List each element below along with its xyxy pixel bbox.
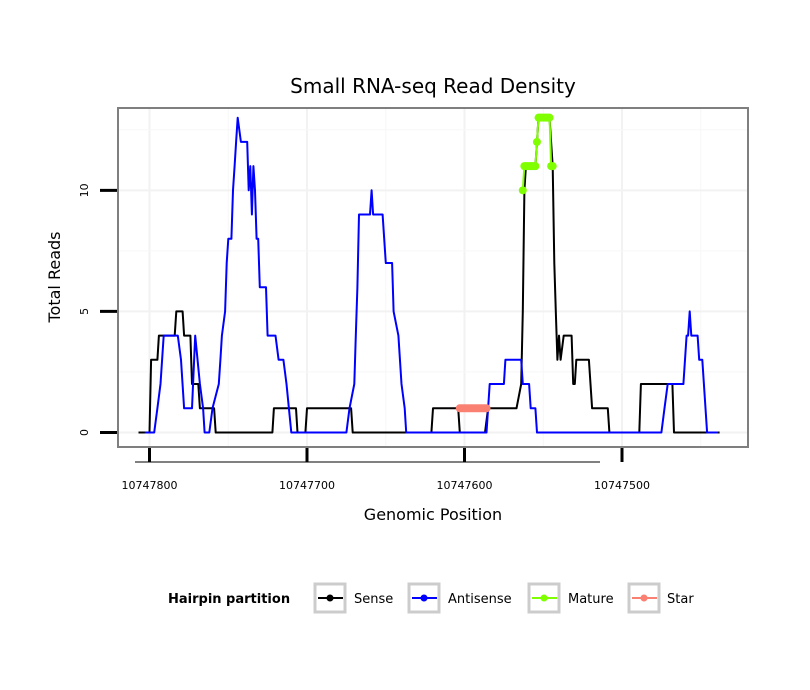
legend-key-marker	[640, 594, 648, 602]
series-segment-mature	[521, 166, 526, 191]
axes: 10747800 10747700 10747600 10747500 0 5 10	[78, 183, 650, 492]
legend-title: Hairpin partition	[168, 592, 290, 607]
data-point-mature	[531, 162, 540, 171]
series-line-antisense	[144, 116, 719, 434]
legend-label-antisense: Antisense	[448, 592, 512, 607]
y-tick-label: 5	[78, 308, 91, 315]
legend-key-marker	[326, 594, 334, 602]
plot-panel	[117, 107, 749, 448]
legend-label-sense: Sense	[354, 592, 393, 607]
data-point-mature	[518, 186, 527, 195]
x-tick-label: 10747600	[437, 479, 493, 492]
legend-label-mature: Mature	[568, 592, 614, 607]
series-segment-mature	[535, 117, 540, 142]
y-tick-label: 0	[78, 429, 91, 436]
y-tick-label: 10	[78, 183, 91, 197]
legend-label-star: Star	[667, 592, 694, 607]
x-tick-label: 10747700	[279, 479, 335, 492]
x-axis-title: Genomic Position	[364, 505, 502, 524]
legend-key-marker	[540, 594, 548, 602]
legend-key-marker	[420, 594, 428, 602]
data-point-star	[482, 404, 491, 413]
x-tick-label: 10747800	[122, 479, 178, 492]
data-point-mature	[532, 137, 541, 146]
series-segment-mature	[534, 141, 538, 167]
chart-title: Small RNA-seq Read Density	[290, 74, 576, 98]
legend: Hairpin partition Sense Antisense Mature St…	[168, 582, 694, 614]
series-line-sense	[138, 116, 720, 434]
y-axis-title: Total Reads	[45, 232, 64, 324]
data-point-mature	[548, 162, 557, 171]
x-tick-label: 10747500	[594, 479, 650, 492]
data-point-mature	[545, 113, 554, 122]
series-layer	[138, 113, 720, 434]
series-segment-mature	[548, 117, 553, 167]
